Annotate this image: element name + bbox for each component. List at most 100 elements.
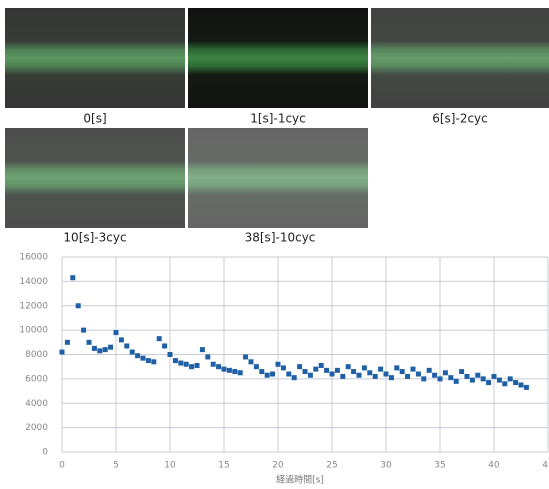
data-point xyxy=(464,373,470,379)
data-point xyxy=(264,372,270,378)
x-tick-label: 25 xyxy=(326,461,337,471)
y-tick-label: 10000 xyxy=(19,326,48,336)
panel-caption: 0[s] xyxy=(83,112,106,126)
data-point xyxy=(286,371,292,377)
x-tick-label: 15 xyxy=(218,461,229,471)
data-point xyxy=(162,343,168,349)
data-point xyxy=(167,352,173,357)
x-tick-label: 35 xyxy=(434,461,445,471)
data-point xyxy=(237,370,243,376)
data-point xyxy=(297,364,303,370)
data-point xyxy=(518,382,524,388)
data-point xyxy=(361,365,367,371)
data-point xyxy=(307,372,313,378)
data-point xyxy=(426,367,432,373)
data-point xyxy=(496,377,502,383)
data-point xyxy=(453,378,459,384)
data-point xyxy=(172,358,178,364)
data-point xyxy=(199,347,205,353)
data-point xyxy=(91,345,97,351)
data-point xyxy=(70,275,76,281)
data-point xyxy=(448,375,454,381)
data-point xyxy=(318,362,324,368)
data-point xyxy=(334,367,340,373)
data-point xyxy=(345,364,351,370)
data-point xyxy=(81,327,87,333)
data-point xyxy=(108,344,114,350)
data-point xyxy=(205,354,211,360)
panel-image xyxy=(188,128,368,228)
data-point xyxy=(523,384,529,390)
x-tick-label: 30 xyxy=(380,461,392,471)
data-point xyxy=(324,367,330,373)
data-point xyxy=(124,343,130,349)
data-point xyxy=(475,372,481,378)
data-point xyxy=(399,369,405,375)
data-point xyxy=(513,380,519,386)
y-tick-label: 12000 xyxy=(19,301,48,311)
y-tick-label: 4000 xyxy=(25,399,48,409)
data-point xyxy=(259,369,265,375)
y-tick-label: 0 xyxy=(42,448,48,458)
data-point xyxy=(243,354,249,360)
panel-image xyxy=(188,8,368,108)
data-point xyxy=(459,369,465,375)
data-point xyxy=(410,366,416,372)
data-point xyxy=(442,370,448,376)
y-tick-label: 2000 xyxy=(25,423,48,433)
panel-caption: 6[s]-2cyc xyxy=(432,112,488,126)
data-point xyxy=(140,355,146,361)
y-tick-label: 6000 xyxy=(25,374,48,384)
panel-image xyxy=(5,8,185,108)
data-point xyxy=(421,376,427,382)
data-point xyxy=(469,377,475,383)
data-point xyxy=(86,339,92,345)
data-point xyxy=(194,362,200,368)
data-point xyxy=(216,364,222,370)
data-point xyxy=(135,353,141,359)
data-point xyxy=(329,371,335,377)
data-point xyxy=(356,372,362,378)
data-point xyxy=(367,370,373,376)
data-point xyxy=(156,336,162,342)
data-point xyxy=(226,367,232,373)
y-tick-label: 14000 xyxy=(19,277,48,287)
data-point xyxy=(480,376,486,382)
data-point xyxy=(302,369,308,375)
x-tick-label: 0 xyxy=(59,461,65,471)
data-point xyxy=(75,303,81,309)
data-point xyxy=(129,349,135,355)
x-tick-label: 40 xyxy=(488,461,500,471)
panel-image xyxy=(371,8,549,108)
x-tick-label: 10 xyxy=(164,461,176,471)
x-tick-label: 5 xyxy=(113,461,119,471)
data-point xyxy=(437,376,443,382)
data-point xyxy=(394,365,400,371)
panel-caption: 1[s]-1cyc xyxy=(250,112,306,126)
data-point xyxy=(97,348,103,354)
data-point xyxy=(102,347,108,353)
data-point xyxy=(64,339,70,345)
data-point xyxy=(270,371,276,377)
x-tick-label: 20 xyxy=(272,461,284,471)
data-point xyxy=(383,371,389,377)
data-point xyxy=(415,371,421,377)
data-point xyxy=(183,361,189,367)
panel-image xyxy=(5,128,185,228)
data-point xyxy=(378,366,384,372)
data-point xyxy=(210,361,216,367)
data-point xyxy=(113,330,119,336)
data-point xyxy=(280,365,286,371)
data-point xyxy=(232,369,238,375)
data-point xyxy=(432,372,438,378)
data-point xyxy=(189,364,195,370)
data-point xyxy=(388,375,394,381)
data-point xyxy=(59,349,65,355)
data-point xyxy=(291,375,297,381)
panel-caption: 10[s]-3cyc xyxy=(63,231,126,245)
data-point xyxy=(178,360,184,366)
data-point xyxy=(351,369,357,375)
data-point xyxy=(405,373,411,379)
x-axis-title: 経過時間[s] xyxy=(276,474,324,486)
